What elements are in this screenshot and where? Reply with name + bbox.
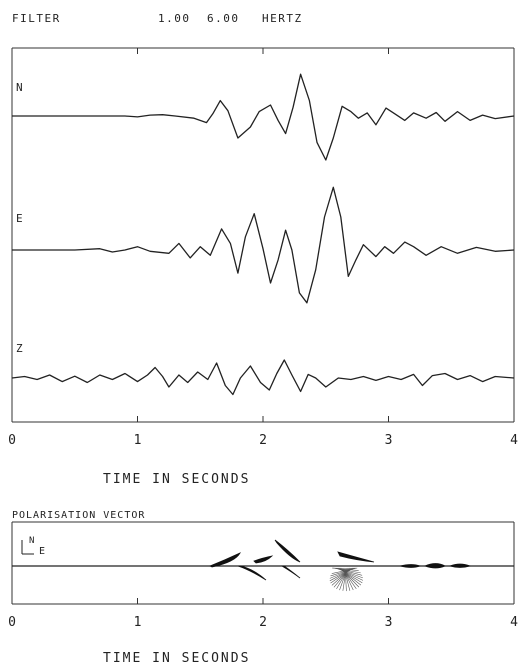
vector-mark-9 — [448, 563, 472, 568]
trace-z — [11, 359, 515, 396]
x-tick-label: 4 — [510, 615, 518, 630]
x-tick-label: 3 — [385, 615, 393, 630]
x-tick-label: 2 — [259, 615, 267, 630]
vector-mark-1 — [209, 552, 241, 568]
vector-mark-4 — [274, 539, 301, 563]
compass-north-label: N — [29, 536, 34, 546]
trace-n — [12, 73, 515, 161]
trace-labels: N E Z — [16, 81, 23, 355]
vector-mark-2 — [237, 565, 267, 581]
vector-mark-8 — [423, 563, 446, 569]
polarisation-panel: POLARISATION VECTOR N E 0 1 2 3 4 — [8, 510, 518, 666]
low-frequency: 1.00 — [158, 12, 191, 25]
high-frequency: 6.00 — [207, 12, 240, 25]
trace-group — [11, 73, 515, 396]
x-tick-label: 0 — [8, 433, 16, 448]
polarisation-vectors — [209, 539, 472, 581]
trace-e — [12, 186, 515, 304]
x-tick-label: 2 — [259, 433, 267, 448]
vector-mark-6 — [337, 551, 375, 563]
x-tick-label: 0 — [8, 615, 16, 630]
vector-mark-5 — [280, 565, 301, 579]
filter-label: FILTER — [12, 12, 61, 25]
x-tick-label: 4 — [510, 433, 518, 448]
main-tick-labels: 0 1 2 3 4 — [8, 433, 518, 448]
vector-mark-3 — [253, 555, 274, 564]
fan-stroke — [331, 567, 358, 574]
trace-label-z: Z — [16, 342, 23, 355]
seismogram-panel: 0 1 2 3 4 N E Z TIME IN SECONDS — [8, 47, 518, 487]
x-tick-label: 1 — [134, 433, 142, 448]
compass-east-label: E — [39, 546, 45, 557]
pol-x-axis-label: TIME IN SECONDS — [103, 651, 250, 666]
vector-mark-7 — [399, 564, 422, 568]
main-tick-marks — [11, 48, 515, 422]
polarisation-fan — [329, 567, 364, 592]
trace-label-n: N — [16, 81, 23, 94]
compass-indicator: N E — [21, 536, 45, 557]
polarisation-title: POLARISATION VECTOR — [12, 510, 145, 521]
main-x-axis-label: TIME IN SECONDS — [103, 472, 250, 487]
pol-tick-labels: 0 1 2 3 4 — [8, 615, 518, 630]
frequency-unit: HERTZ — [262, 12, 303, 25]
trace-label-e: E — [16, 212, 23, 225]
x-tick-label: 1 — [134, 615, 142, 630]
pol-tick-marks — [11, 598, 515, 604]
x-tick-label: 3 — [385, 433, 393, 448]
